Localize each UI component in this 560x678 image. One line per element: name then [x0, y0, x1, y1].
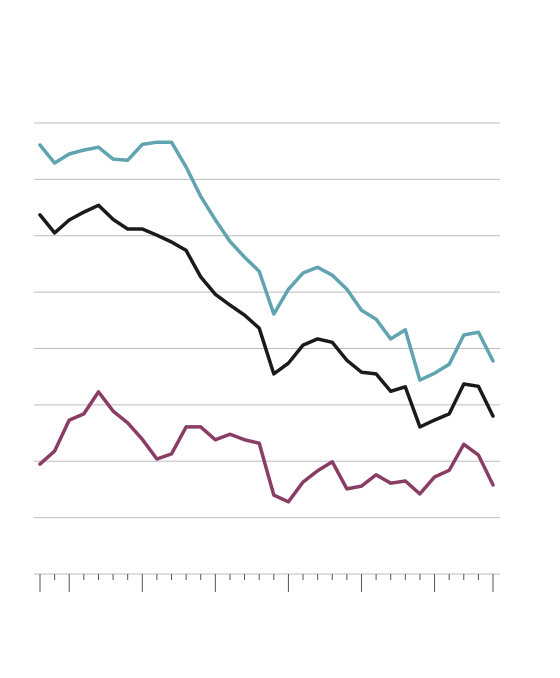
- series-line: [38, 203, 495, 429]
- series-line: [38, 390, 495, 504]
- series-line: [38, 140, 495, 382]
